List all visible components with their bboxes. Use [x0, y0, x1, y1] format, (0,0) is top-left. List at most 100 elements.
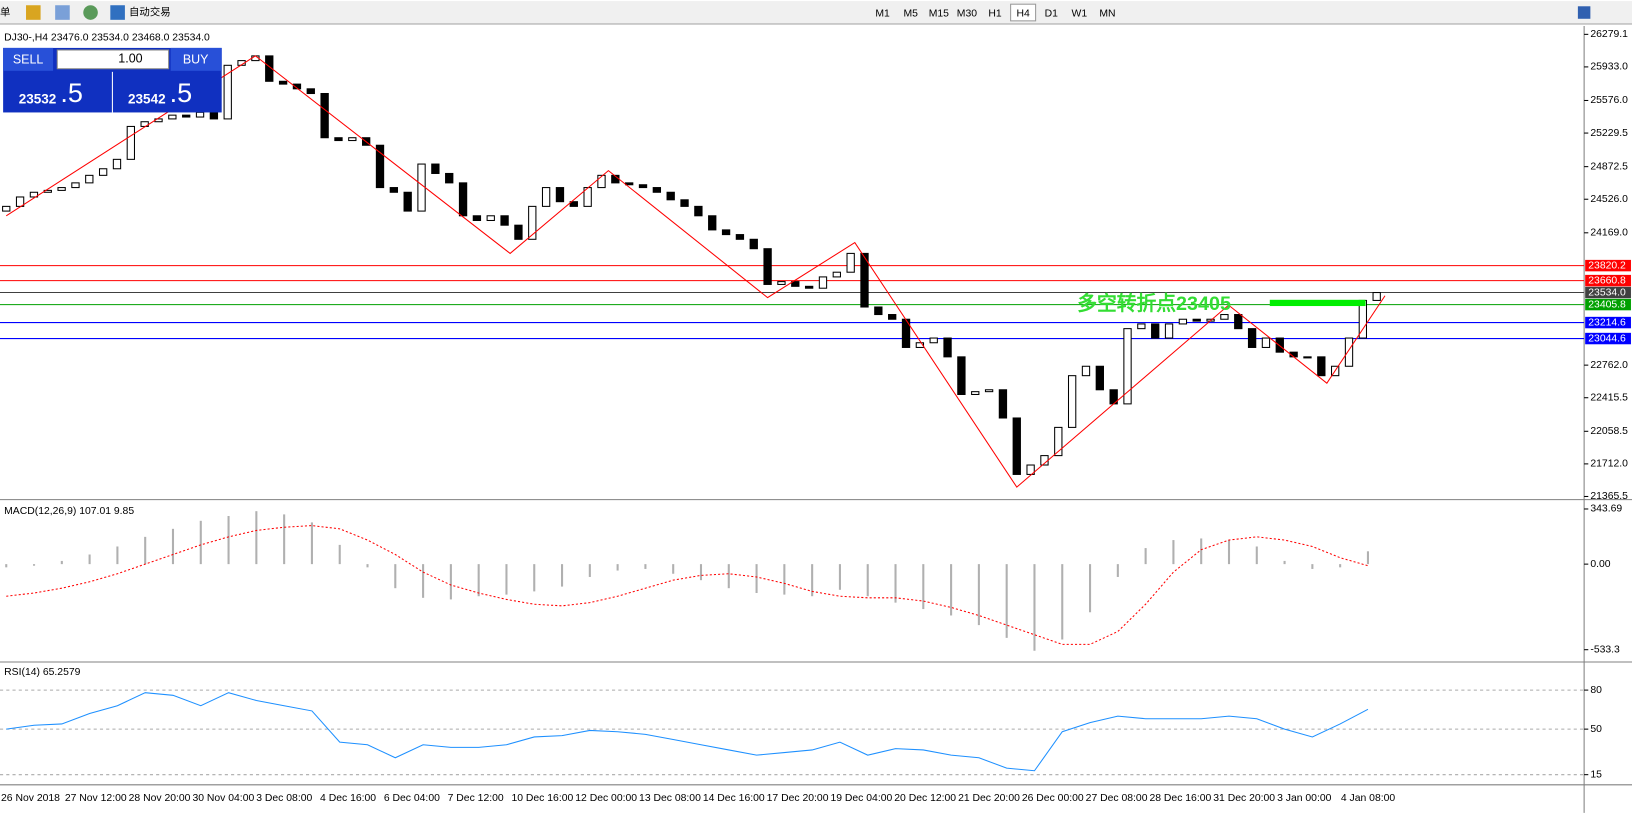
- symbol-info: DJ30-,H4 23476.0 23534.0 23468.0 23534.0: [4, 32, 210, 43]
- y-tick-label: 0.00: [1590, 559, 1610, 570]
- candle: [195, 111, 205, 118]
- timeframe[interactable]: M15: [929, 8, 949, 19]
- candle: [223, 64, 232, 120]
- y-tick-label: 15: [1590, 769, 1602, 780]
- candle: [957, 356, 966, 395]
- candle: [777, 281, 786, 285]
- icon[interactable]: [83, 5, 98, 20]
- candle: [1303, 356, 1312, 359]
- candle: [1220, 314, 1229, 320]
- x-tick-label: 3 Jan 00:00: [1277, 793, 1332, 804]
- buy-label[interactable]: BUY: [183, 53, 209, 67]
- trade-panel: SELL 1.00 BUY 23532 .5 23542 .5: [3, 47, 222, 113]
- y-tick-label: 22058.5: [1590, 426, 1628, 437]
- icon[interactable]: [110, 5, 125, 20]
- candle: [292, 83, 302, 90]
- candle: [625, 182, 634, 186]
- timeframe-button[interactable]: [1010, 3, 1037, 22]
- y-tick-label: 22762.0: [1590, 360, 1628, 371]
- candle: [1247, 328, 1257, 348]
- candle: [638, 184, 648, 189]
- x-tick-label: 12 Dec 00:00: [575, 793, 637, 804]
- x-tick-label: 14 Dec 16:00: [703, 793, 765, 804]
- timeframe[interactable]: H1: [988, 8, 1002, 19]
- candle: [929, 337, 938, 344]
- y-tick-label: 21365.5: [1590, 491, 1628, 502]
- candle: [500, 215, 509, 226]
- y-tick-label: 24526.0: [1590, 194, 1628, 205]
- lot-input[interactable]: [56, 49, 170, 70]
- sell-price[interactable]: 23532: [19, 92, 57, 107]
- candle: [278, 80, 288, 85]
- candle: [1012, 417, 1021, 475]
- lot[interactable]: 1.00: [118, 52, 142, 66]
- x-tick-label: 6 Dec 04:00: [384, 793, 440, 804]
- candle: [514, 224, 523, 240]
- search-icon[interactable]: [1577, 6, 1591, 19]
- macd-title: MACD(12,26,9) 107.01 9.85: [4, 506, 134, 517]
- timeframe[interactable]: M30: [957, 8, 977, 19]
- candle: [2, 205, 11, 212]
- price-label-bg: [1585, 259, 1631, 272]
- price-label: 23044.6: [1588, 333, 1626, 344]
- timeframe[interactable]: D1: [1045, 8, 1059, 19]
- candle: [680, 199, 689, 207]
- y-tick-label: -533.3: [1590, 644, 1620, 655]
- candle: [1164, 323, 1174, 339]
- candle: [721, 229, 731, 236]
- candle: [320, 92, 329, 139]
- candle: [417, 163, 426, 212]
- main-chart: [0, 55, 1585, 488]
- candle: [694, 205, 703, 217]
- candle: [791, 281, 800, 287]
- timeframe[interactable]: MN: [1099, 8, 1115, 19]
- rsi-title: RSI(14) 65.2579: [4, 667, 80, 678]
- timeframe[interactable]: M1: [875, 8, 890, 19]
- candle: [403, 191, 412, 212]
- buy-price[interactable]: 23542: [128, 92, 166, 107]
- candle: [860, 252, 869, 308]
- icon[interactable]: [26, 5, 41, 20]
- candle: [943, 337, 952, 358]
- y-tick-label: 22415.5: [1590, 392, 1628, 403]
- y-tick-label: 25229.5: [1590, 128, 1628, 139]
- timeframe[interactable]: W1: [1072, 8, 1088, 19]
- candle: [1178, 318, 1188, 325]
- candle: [1372, 292, 1381, 301]
- x-tick-label: 28 Dec 16:00: [1149, 793, 1211, 804]
- candle: [1123, 328, 1132, 405]
- x-tick-label: 7 Dec 12:00: [448, 793, 504, 804]
- timeframes: M1 M5 M15 M30 H1 H4 D1 W1 MN: [875, 3, 1116, 22]
- sell-button[interactable]: [3, 47, 54, 71]
- price-label-bg: [1585, 298, 1631, 311]
- candle: [1261, 337, 1271, 348]
- candle: [569, 201, 578, 207]
- candle: [348, 137, 357, 142]
- auto-trading[interactable]: 自动交易: [129, 5, 171, 18]
- candle: [528, 205, 537, 240]
- icon[interactable]: [55, 5, 70, 20]
- price-label: 23820.2: [1588, 260, 1626, 271]
- menu-fragment[interactable]: 单: [0, 6, 10, 18]
- sell-label[interactable]: SELL: [13, 53, 44, 67]
- candle: [555, 187, 565, 203]
- candle: [708, 215, 717, 231]
- buy-price-frac[interactable]: .5: [170, 78, 193, 108]
- annotation: 多空转折点23405: [1077, 292, 1231, 315]
- candle: [1317, 356, 1326, 377]
- candle: [85, 174, 94, 184]
- toolbar: [0, 1, 1632, 24]
- price-label: 23534.0: [1588, 287, 1626, 298]
- candle: [1192, 318, 1201, 322]
- candle: [749, 238, 758, 250]
- candle: [375, 144, 385, 189]
- sell-price-frac[interactable]: .5: [60, 78, 83, 108]
- chart-area: [0, 26, 1632, 813]
- buy-button[interactable]: [170, 47, 222, 71]
- zigzag: [5, 55, 1386, 488]
- timeframe[interactable]: M5: [903, 8, 918, 19]
- y-tick-label: 25933.0: [1590, 62, 1628, 73]
- timeframe[interactable]: H4: [1016, 8, 1030, 19]
- candle: [98, 168, 108, 176]
- price-label: 23214.6: [1588, 317, 1626, 328]
